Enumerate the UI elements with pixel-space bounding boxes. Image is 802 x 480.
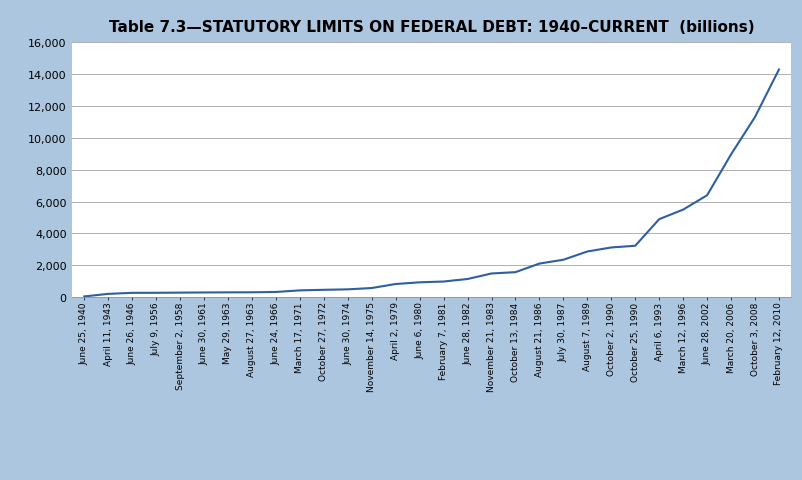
- Title: Table 7.3—STATUTORY LIMITS ON FEDERAL DEBT: 1940–CURRENT  (billions): Table 7.3—STATUTORY LIMITS ON FEDERAL DE…: [108, 20, 754, 35]
